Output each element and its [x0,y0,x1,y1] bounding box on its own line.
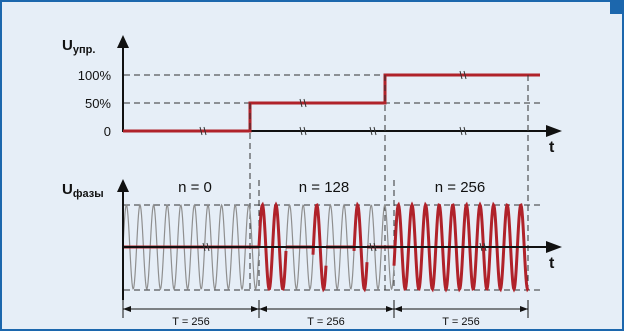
top-axis-label: Uупр. [62,37,95,56]
section-1-period-label: T = 256 [172,316,209,328]
section-2-n-label: n = 128 [299,179,349,196]
bottom-y-arrow [117,179,129,192]
bottom-plot: Uфазы t n = 0 n = 128 n = 256 [62,179,562,300]
output-full-section-3 [392,201,530,293]
period-dimensions: T = 256 T = 256 T = 256 [122,290,529,328]
frame-corner-accent [610,0,624,14]
bottom-x-arrow [546,241,562,253]
bottom-x-label: t [549,255,555,272]
phase-output-signal [123,201,530,293]
bottom-axis-label: Uфазы [62,181,104,200]
control-signal-step [123,73,540,133]
top-plot: Uупр. 100% 50% 0 t [62,35,562,156]
tick-0: 0 [104,124,111,139]
section-3-n-label: n = 256 [435,179,485,196]
tick-50: 50% [85,96,111,111]
tick-100: 100% [78,68,112,83]
section-3-period-label: T = 256 [442,316,479,328]
section-2-period-label: T = 256 [307,316,344,328]
output-burst-section-2 [257,201,288,291]
top-y-arrow [117,35,129,48]
top-break-marks [199,70,467,136]
output-burst-section-2 [352,201,369,293]
top-x-arrow [546,125,562,137]
output-burst-section-2 [311,203,328,293]
top-x-label: t [549,139,555,156]
dimension-arrows [123,306,528,312]
bottom-break-marks [202,242,487,252]
section-1-n-label: n = 0 [178,179,212,196]
